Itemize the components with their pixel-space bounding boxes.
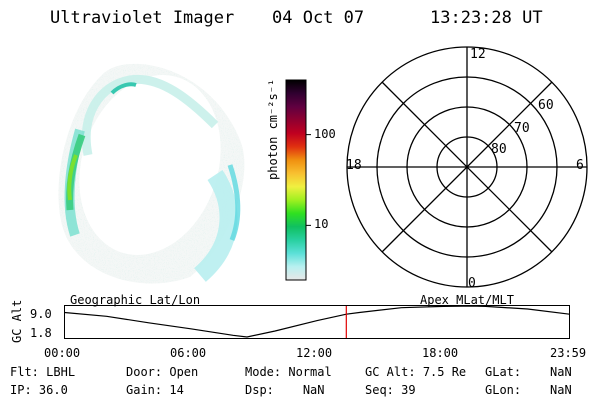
mlt-label-18: 18 [346,158,362,173]
timeline-ytick-bottom: 1.8 [30,326,52,340]
status-mode: Mode: Normal [245,365,332,379]
status-flt: Flt: LBHL [10,365,76,379]
time-label: 13:23:28 UT [430,8,543,28]
altitude-timeline-chart [64,305,570,339]
lat-label-60: 60 [538,98,554,113]
timeline-ytick-top: 9.0 [30,307,52,321]
timeline-right-title: Apex MLat/MLT [420,293,514,307]
app-title: Ultraviolet Imager [50,8,235,28]
color-bar [285,79,311,281]
xtick-2359: 23:59 [550,346,587,360]
status-dsp: Dsp: NaN [245,383,325,397]
lat-label-70: 70 [514,121,530,136]
mlt-label-0: 0 [468,276,476,291]
xtick-0000: 00:00 [44,346,81,360]
mlt-label-12: 12 [470,47,486,62]
status-gc-alt: GC Alt: 7.5 Re [365,365,467,379]
altitude-series-line [64,305,570,338]
xtick-0600: 06:00 [170,346,207,360]
colorbar-unit-label: photon cm⁻²s⁻¹ [266,78,280,180]
xtick-1800: 18:00 [422,346,459,360]
colorbar-tick-100: 100 [314,126,336,141]
lat-label-80: 80 [491,142,507,157]
polar-plot [346,46,588,288]
status-seq: Seq: 39 [365,383,416,397]
auroral-image [58,63,245,284]
status-door: Door: Open [126,365,199,379]
timeline-left-title: Geographic Lat/Lon [70,293,201,307]
status-gain: Gain: 14 [126,383,184,397]
xtick-1200: 12:00 [296,346,333,360]
colorbar-tick-10: 10 [314,217,329,232]
status-glon: GLon: NaN [485,383,572,397]
status-glat: GLat: NaN [485,365,572,379]
date-label: 04 Oct 07 [272,8,365,28]
mlt-label-6: 6 [576,158,584,173]
timeline-yaxis-label: GC Alt [10,299,24,343]
status-ip: IP: 36.0 [10,383,68,397]
